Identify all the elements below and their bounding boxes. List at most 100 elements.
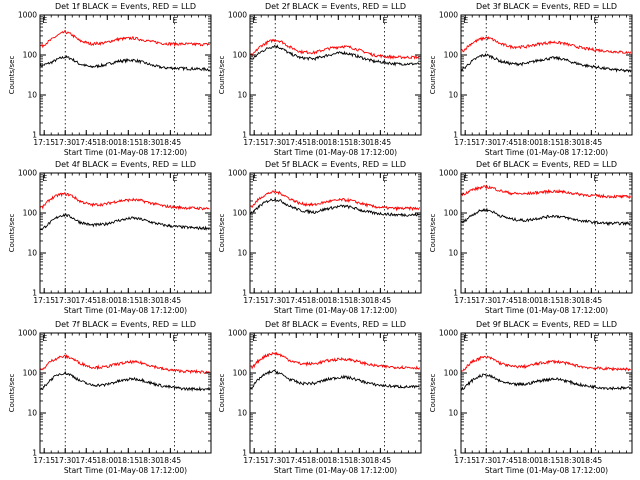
x-axis-label: Start Time (01-May-08 17:12:00) <box>485 466 608 475</box>
y-tick-label: 10 <box>237 409 247 418</box>
y-axis-label: Counts/sec <box>429 374 437 413</box>
e-marker-label: E <box>42 334 47 343</box>
x-tick-label: 18:30 <box>349 456 371 465</box>
panel-title: Det 2f BLACK = Events, RED = LLD <box>265 2 406 11</box>
x-tick-label: 17:15 <box>33 456 55 465</box>
e-marker-label: E <box>383 174 388 183</box>
x-tick-label: 18:30 <box>560 456 582 465</box>
x-tick-label: 18:30 <box>139 456 161 465</box>
y-tick-label: 10 <box>448 249 458 258</box>
x-tick-label: 17:30 <box>475 138 497 147</box>
y-tick-label: 1 <box>32 131 37 140</box>
panel-det-3: Det 3f BLACK = Events, RED = LLD Counts/s… <box>429 2 633 157</box>
x-tick-label: 17:15 <box>454 296 476 305</box>
panel-det-2: Det 2f BLACK = Events, RED = LLD Counts/s… <box>218 2 422 157</box>
y-tick-label: 10 <box>237 91 247 100</box>
series-line-lld <box>249 351 421 371</box>
panel-det-6: Det 6f BLACK = Events, RED = LLD Counts/s… <box>429 160 633 315</box>
x-tick-label: 18:30 <box>560 138 582 147</box>
x-tick-label: 18:45 <box>581 296 603 305</box>
panel-title: Det 8f BLACK = Events, RED = LLD <box>265 320 406 329</box>
y-tick-label: 10 <box>27 91 37 100</box>
e-marker-label: E <box>463 334 468 343</box>
x-tick-label: 17:30 <box>264 456 286 465</box>
plot-frame <box>39 172 212 294</box>
series-line-events <box>460 373 631 391</box>
e-marker-label: E <box>42 174 47 183</box>
plot-frame <box>460 172 633 294</box>
panel-det-8: Det 8f BLACK = Events, RED = LLD Counts/s… <box>218 320 422 475</box>
x-tick-label: 18:15 <box>117 296 139 305</box>
plot-frame <box>460 14 633 136</box>
y-tick-label: 10 <box>237 249 247 258</box>
x-tick-label: 18:15 <box>538 138 560 147</box>
x-tick-label: 18:30 <box>560 296 582 305</box>
x-tick-label: 18:00 <box>96 138 118 147</box>
x-tick-label: 18:45 <box>160 296 182 305</box>
x-axis-label: Start Time (01-May-08 17:12:00) <box>64 148 187 157</box>
y-tick-label: 100 <box>233 209 248 218</box>
y-tick-label: 10 <box>27 409 37 418</box>
x-tick-label: 17:30 <box>264 138 286 147</box>
x-tick-label: 18:45 <box>370 138 392 147</box>
y-tick-label: 1 <box>453 449 458 458</box>
e-marker-label: E <box>463 174 468 183</box>
x-tick-label: 18:00 <box>517 138 539 147</box>
x-tick-label: 18:45 <box>370 296 392 305</box>
plot-frame <box>39 14 212 136</box>
x-tick-label: 17:45 <box>285 138 307 147</box>
panel-det-7: Det 7f BLACK = Events, RED = LLD Counts/s… <box>8 320 212 475</box>
y-axis-label: Counts/sec <box>429 56 437 95</box>
plot-frame <box>249 172 422 294</box>
x-tick-label: 17:45 <box>75 456 97 465</box>
e-marker-label: E <box>383 334 388 343</box>
x-tick-label: 17:45 <box>285 296 307 305</box>
x-tick-label: 17:15 <box>243 138 265 147</box>
x-axis-label: Start Time (01-May-08 17:12:00) <box>64 466 187 475</box>
series-line-lld <box>249 189 420 212</box>
x-tick-label: 18:30 <box>139 138 161 147</box>
x-tick-label: 17:30 <box>54 138 76 147</box>
x-tick-label: 17:15 <box>243 296 265 305</box>
series-line-lld <box>460 184 632 200</box>
y-tick-label: 100 <box>444 369 459 378</box>
y-tick-label: 1000 <box>18 11 37 20</box>
e-marker-label: E <box>252 16 257 25</box>
y-tick-label: 100 <box>23 209 38 218</box>
e-marker-label: E <box>594 174 599 183</box>
x-tick-label: 17:45 <box>285 456 307 465</box>
y-tick-label: 1 <box>32 289 37 298</box>
x-tick-label: 17:45 <box>75 296 97 305</box>
y-tick-label: 10 <box>448 409 458 418</box>
y-axis-label: Counts/sec <box>429 214 437 253</box>
series-line-events <box>39 370 211 392</box>
y-tick-label: 1000 <box>228 169 247 178</box>
x-tick-label: 17:15 <box>33 296 55 305</box>
x-tick-label: 17:30 <box>475 296 497 305</box>
e-marker-label: E <box>383 16 388 25</box>
y-axis-label: Counts/sec <box>218 214 226 253</box>
e-marker-label: E <box>42 16 47 25</box>
x-tick-label: 18:00 <box>96 296 118 305</box>
x-tick-label: 18:45 <box>581 138 603 147</box>
x-axis-label: Start Time (01-May-08 17:12:00) <box>485 306 608 315</box>
y-tick-label: 100 <box>233 369 248 378</box>
e-marker-label: E <box>252 174 257 183</box>
series-line-lld <box>39 29 210 49</box>
e-marker-label: E <box>252 334 257 343</box>
panel-title: Det 5f BLACK = Events, RED = LLD <box>265 160 406 169</box>
x-axis-label: Start Time (01-May-08 17:12:00) <box>485 148 608 157</box>
panel-title: Det 1f BLACK = Events, RED = LLD <box>55 2 196 11</box>
x-tick-label: 18:15 <box>538 296 560 305</box>
x-tick-label: 18:00 <box>306 138 328 147</box>
y-tick-label: 100 <box>233 51 248 60</box>
x-tick-label: 18:00 <box>517 296 539 305</box>
x-axis-label: Start Time (01-May-08 17:12:00) <box>64 306 187 315</box>
x-tick-label: 17:15 <box>454 456 476 465</box>
panel-det-4: Det 4f BLACK = Events, RED = LLD Counts/s… <box>8 160 212 315</box>
x-tick-label: 18:00 <box>306 456 328 465</box>
series-line-lld <box>460 355 631 372</box>
panel-det-5: Det 5f BLACK = Events, RED = LLD Counts/s… <box>218 160 422 315</box>
panel-title: Det 7f BLACK = Events, RED = LLD <box>55 320 196 329</box>
y-tick-label: 1 <box>453 289 458 298</box>
